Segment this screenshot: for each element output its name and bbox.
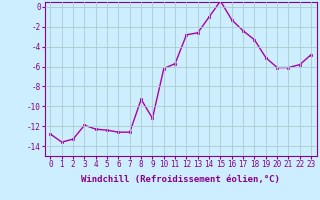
X-axis label: Windchill (Refroidissement éolien,°C): Windchill (Refroidissement éolien,°C) <box>81 175 280 184</box>
